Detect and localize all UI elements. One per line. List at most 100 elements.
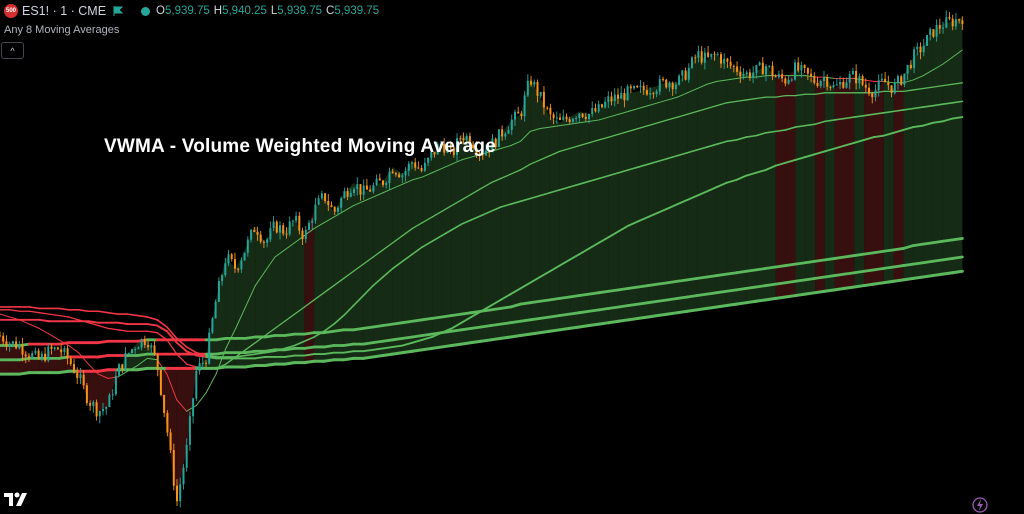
candle-body <box>0 336 1 337</box>
symbol-label[interactable]: ES1! · 1 · CME <box>22 4 106 18</box>
candle-body <box>829 87 831 88</box>
ma-line-6 <box>766 284 776 285</box>
candle-body <box>520 114 522 117</box>
ohlc-key: O <box>156 5 165 17</box>
candle-body <box>743 74 745 77</box>
candle-body <box>572 119 574 122</box>
ma-line-5 <box>599 291 609 292</box>
ma-ribbon-fill <box>530 79 540 335</box>
ma-line-6 <box>628 304 638 305</box>
candle-body <box>784 78 786 83</box>
candle-body <box>289 222 291 235</box>
ma-line-5 <box>216 338 226 339</box>
candle-body <box>955 19 957 26</box>
candle-body <box>170 432 172 450</box>
ma-line-6 <box>520 320 530 321</box>
candle-body <box>240 260 242 269</box>
candle-body <box>350 193 352 197</box>
candle-body <box>640 86 642 87</box>
candle-body <box>286 234 288 235</box>
candle-body <box>511 120 513 130</box>
ma-line-4 <box>147 324 157 325</box>
ma-line-5 <box>354 328 364 329</box>
ma-line-6 <box>403 337 413 338</box>
candle-body <box>694 57 696 58</box>
candle-body <box>263 242 265 243</box>
candle-body <box>781 74 783 78</box>
ma-ribbon-fill <box>648 86 658 317</box>
ma-line-5 <box>285 334 295 335</box>
candle-body <box>34 351 36 354</box>
candle-body <box>726 59 728 62</box>
ma-line-5 <box>933 241 943 242</box>
candle-body <box>823 77 825 81</box>
candle-body <box>508 130 510 134</box>
candle-body <box>887 82 889 85</box>
ma-line-6 <box>894 266 904 267</box>
ma-line-6 <box>638 303 648 304</box>
candle-body <box>250 230 252 240</box>
candle-body <box>755 65 757 73</box>
candle-body <box>279 225 281 232</box>
candle-body <box>38 351 40 359</box>
candle-body <box>353 189 355 193</box>
candle-body <box>166 413 168 433</box>
ma-ribbon-fill <box>756 66 766 302</box>
candle-body <box>697 51 699 57</box>
ma-line-5 <box>462 313 472 314</box>
ma-ribbon-fill <box>737 69 747 305</box>
candle-body <box>28 356 30 358</box>
ohlc-value: 5,939.75 <box>165 5 210 17</box>
candle-body <box>591 108 593 114</box>
candle-body <box>73 364 75 373</box>
candle-body <box>585 117 587 119</box>
ma-ribbon-fill <box>727 64 737 305</box>
candle-body <box>611 96 613 101</box>
candle-body <box>405 171 407 175</box>
candle-body <box>25 355 27 357</box>
flag-icon[interactable] <box>113 6 123 16</box>
candle-body <box>501 129 503 136</box>
candle-body <box>762 63 764 75</box>
ma-line-5 <box>727 273 737 274</box>
ma-line-5 <box>570 296 580 297</box>
candle-body <box>327 201 329 205</box>
tradingview-logo-icon[interactable] <box>4 490 30 508</box>
candle-body <box>852 71 854 74</box>
candle-body <box>44 354 46 361</box>
ma-line-6 <box>570 313 580 314</box>
lightning-icon[interactable] <box>972 497 988 513</box>
candle-body <box>318 198 320 204</box>
candle-body <box>308 223 310 230</box>
ma-ribbon-fill <box>678 71 688 312</box>
ma-line-2 <box>177 354 187 364</box>
candle-body <box>842 82 844 88</box>
ma-line-5 <box>432 317 442 318</box>
indicator-title[interactable]: Any 8 Moving Averages <box>4 24 119 36</box>
ma-line-4 <box>39 320 49 321</box>
ma-line-6 <box>619 306 629 307</box>
ohlc-readout: O5,939.75 H5,940.25 L5,939.75 C5,939.75 <box>156 5 383 17</box>
ma-line-6 <box>825 276 835 277</box>
candle-body <box>849 74 851 82</box>
ma-line-5 <box>422 318 432 319</box>
candle-body <box>417 168 419 169</box>
ma-line-5 <box>913 244 923 245</box>
candle-body <box>916 47 918 50</box>
ma-line-5 <box>589 293 599 294</box>
ma-line-5 <box>373 326 383 327</box>
candle-body <box>910 65 912 68</box>
ma-line-5 <box>412 320 422 321</box>
candle-body <box>234 259 236 269</box>
ma-line-6 <box>560 314 570 315</box>
ma-line-5 <box>560 297 570 298</box>
ma-line-6 <box>432 333 442 334</box>
chevron-up-icon[interactable]: ^ <box>1 42 24 59</box>
ma-line-6 <box>776 283 786 284</box>
ma-ribbon-fill <box>658 81 668 315</box>
candle-body <box>51 347 53 350</box>
ma-line-1 <box>39 328 49 334</box>
ma-line-6 <box>98 356 108 357</box>
candle-body <box>173 450 175 486</box>
